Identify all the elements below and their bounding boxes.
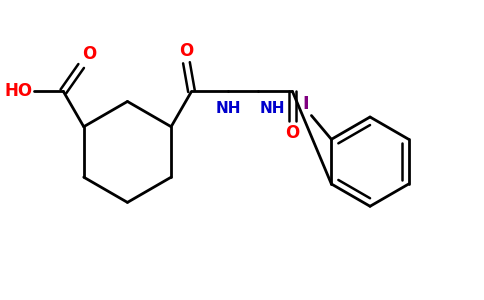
Text: O: O [285,124,300,142]
Text: HO: HO [4,82,32,100]
Text: O: O [180,42,194,60]
Text: NH: NH [216,101,241,116]
Text: I: I [303,94,309,112]
Text: O: O [82,45,96,63]
Text: NH: NH [259,101,285,116]
